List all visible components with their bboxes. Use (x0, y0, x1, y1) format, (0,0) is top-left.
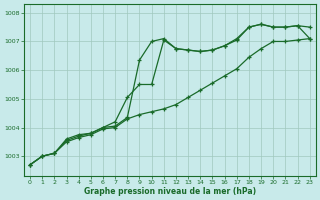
X-axis label: Graphe pression niveau de la mer (hPa): Graphe pression niveau de la mer (hPa) (84, 187, 256, 196)
